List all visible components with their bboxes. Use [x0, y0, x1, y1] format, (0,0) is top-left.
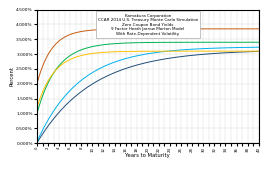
Line: 8/15/2014: 8/15/2014 [37, 51, 259, 143]
1/15/2017 [141, 50, 144, 52]
X-axis label: Years to Maturity: Years to Maturity [125, 153, 170, 158]
8/15/2014 [257, 50, 260, 53]
1/15/2015 [35, 141, 39, 143]
1/15/2018 [167, 28, 171, 30]
1/15/2018 [142, 28, 145, 30]
Line: 1/15/2018: 1/15/2018 [37, 29, 259, 84]
Y-axis label: Percent: Percent [10, 66, 15, 86]
1/15/2017 [217, 50, 220, 52]
1/15/2020 [141, 41, 144, 44]
Line: 1/15/2017: 1/15/2017 [37, 51, 259, 108]
1/15/2020 [217, 41, 220, 43]
Text: Kamakura Corporation
CCAR 2014 U.S. Treasury Monte Carlo Simulation
Zero Coupon : Kamakura Corporation CCAR 2014 U.S. Trea… [98, 14, 198, 36]
1/15/2018 [155, 28, 159, 30]
8/15/2014 [167, 57, 171, 59]
1/15/2015 [257, 46, 260, 48]
1/15/2015 [167, 50, 171, 52]
1/15/2018 [35, 83, 39, 85]
1/15/2017 [257, 50, 260, 52]
1/15/2020 [142, 41, 145, 44]
1/15/2015 [252, 46, 255, 49]
8/15/2014 [252, 50, 255, 53]
Line: 1/15/2020: 1/15/2020 [37, 42, 259, 113]
1/15/2018 [141, 28, 144, 30]
1/15/2018 [217, 28, 220, 30]
Line: 1/15/2015: 1/15/2015 [37, 47, 259, 142]
1/15/2017 [35, 106, 39, 109]
8/15/2014 [217, 52, 220, 54]
1/15/2017 [167, 50, 171, 52]
1/15/2015 [155, 51, 159, 53]
1/15/2020 [155, 41, 159, 44]
1/15/2015 [141, 54, 144, 56]
1/15/2020 [35, 112, 39, 115]
8/15/2014 [35, 142, 39, 144]
1/15/2015 [142, 53, 145, 56]
1/15/2017 [142, 50, 145, 52]
1/15/2015 [217, 47, 220, 49]
8/15/2014 [142, 62, 145, 64]
8/15/2014 [155, 59, 159, 62]
1/15/2018 [257, 28, 260, 30]
1/15/2017 [252, 50, 255, 52]
1/15/2020 [257, 41, 260, 43]
1/15/2017 [155, 50, 159, 52]
1/15/2020 [252, 41, 255, 43]
8/15/2014 [141, 62, 144, 65]
1/15/2020 [167, 41, 171, 44]
1/15/2018 [252, 28, 255, 30]
